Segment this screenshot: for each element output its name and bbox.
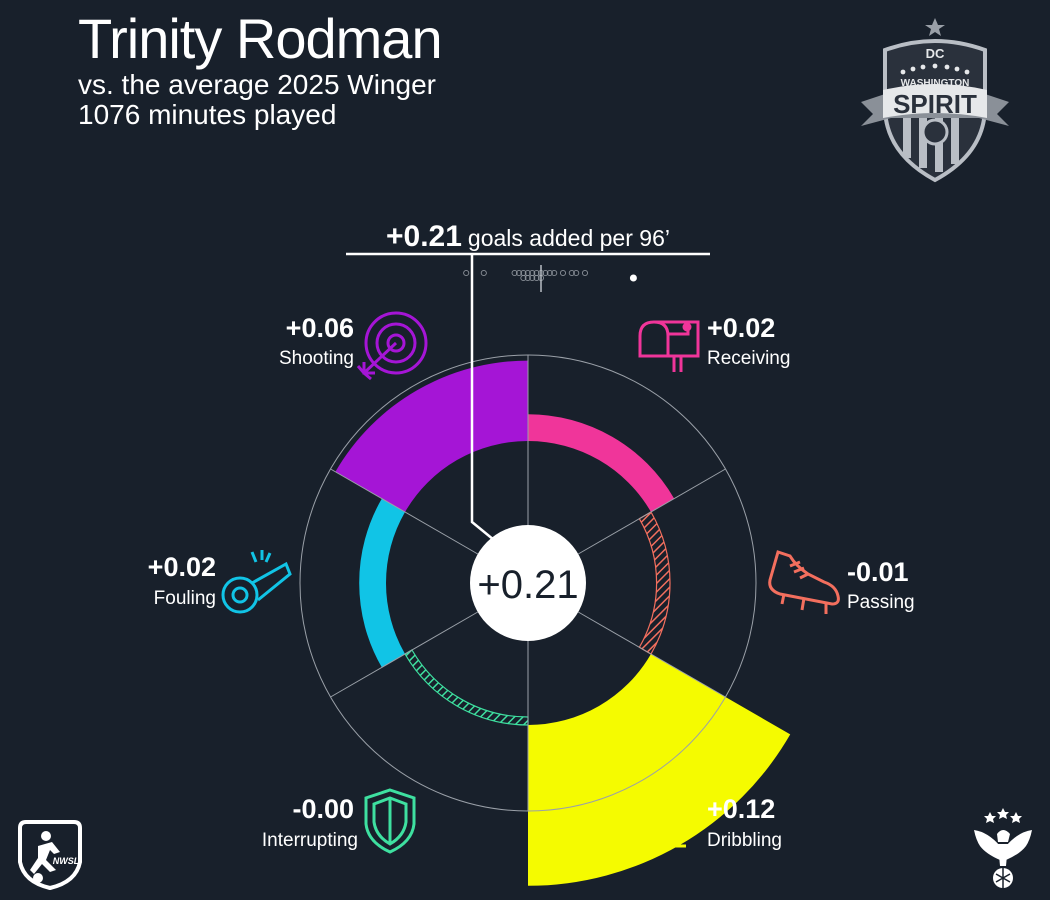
comparison-dot	[542, 269, 549, 277]
segment-interrupting	[404, 649, 529, 726]
spoke-line	[330, 468, 479, 555]
club-crest-logo: SPIRIT WASHINGTON DC	[861, 18, 1009, 183]
label-fouling: +0.02 Fouling	[148, 550, 292, 614]
receiving-value: +0.02	[707, 313, 775, 343]
shooting-label: Shooting	[279, 348, 354, 369]
label-interrupting: -0.00 Interrupting	[262, 788, 416, 854]
comparison-dot	[533, 274, 540, 282]
comparison-dot	[463, 269, 470, 277]
cleat-icon	[768, 550, 840, 614]
minutes-text: 1076 minutes played	[78, 99, 337, 130]
connector-line	[470, 254, 495, 541]
comparison-dot	[551, 269, 558, 277]
passing-value: -0.01	[847, 557, 909, 587]
segment-passing	[638, 511, 671, 655]
grid-layer	[299, 354, 757, 812]
interrupting-value: -0.00	[292, 794, 354, 824]
whistle-icon	[221, 550, 292, 614]
spoke-line	[577, 468, 726, 555]
comparison-text: vs. the average 2025 Winger	[78, 69, 436, 100]
comparison-distribution	[463, 265, 637, 292]
comparison-dot	[529, 274, 536, 282]
dribbling-value: +0.12	[707, 794, 775, 824]
spoke-line	[577, 611, 726, 698]
comparison-dot	[568, 269, 575, 277]
league-logo: NWSL	[18, 820, 82, 890]
segment-shooting	[335, 360, 528, 512]
shield-icon	[364, 788, 416, 854]
dribbling-label: Dribbling	[707, 830, 782, 851]
comparison-dot	[480, 269, 487, 277]
comparison-dot	[573, 269, 580, 277]
segment-fouling	[359, 498, 406, 668]
fouling-label: Fouling	[154, 588, 216, 609]
player-marker	[629, 274, 637, 282]
label-passing: -0.01 Passing	[768, 550, 915, 614]
segment-receiving	[528, 414, 675, 512]
star-icon	[925, 18, 945, 36]
cone-icon	[630, 785, 697, 857]
comparison-dot	[515, 269, 523, 277]
total-header-value: +0.21	[386, 220, 462, 253]
player-name: Trinity Rodman	[78, 7, 443, 70]
label-receiving: +0.02 Receiving	[638, 313, 790, 372]
league-mark: NWSL	[53, 856, 80, 866]
eagle-logo	[974, 808, 1032, 888]
mailbox-icon	[638, 320, 700, 372]
club-name-main: SPIRIT	[893, 89, 977, 119]
fouling-value: +0.02	[148, 552, 216, 582]
receiving-label: Receiving	[707, 348, 790, 369]
comparison-dot	[524, 274, 531, 282]
total-header: +0.21 goals added per 96’	[386, 220, 670, 253]
target-icon	[356, 311, 428, 381]
spoke-line	[330, 611, 479, 698]
center-circle	[470, 525, 586, 641]
passing-label: Passing	[847, 592, 915, 613]
comparison-dot	[559, 269, 567, 277]
label-shooting: +0.06 Shooting	[279, 311, 428, 381]
label-dribbling: +0.12 Dribbling	[630, 785, 782, 857]
shooting-value: +0.06	[286, 313, 354, 343]
comparison-dot	[511, 269, 518, 277]
svg-text:DC: DC	[926, 46, 945, 61]
comparison-dot	[520, 274, 527, 282]
subtitle: vs. the average 2025 Winger 1076 minutes…	[78, 70, 436, 130]
comparison-dot	[546, 269, 553, 277]
club-name-top: WASHINGTON	[901, 78, 970, 89]
center-total: +0.21	[477, 563, 578, 607]
interrupting-label: Interrupting	[262, 830, 358, 851]
comparison-dot	[581, 269, 589, 277]
total-header-label: goals added per 96’	[468, 225, 670, 251]
